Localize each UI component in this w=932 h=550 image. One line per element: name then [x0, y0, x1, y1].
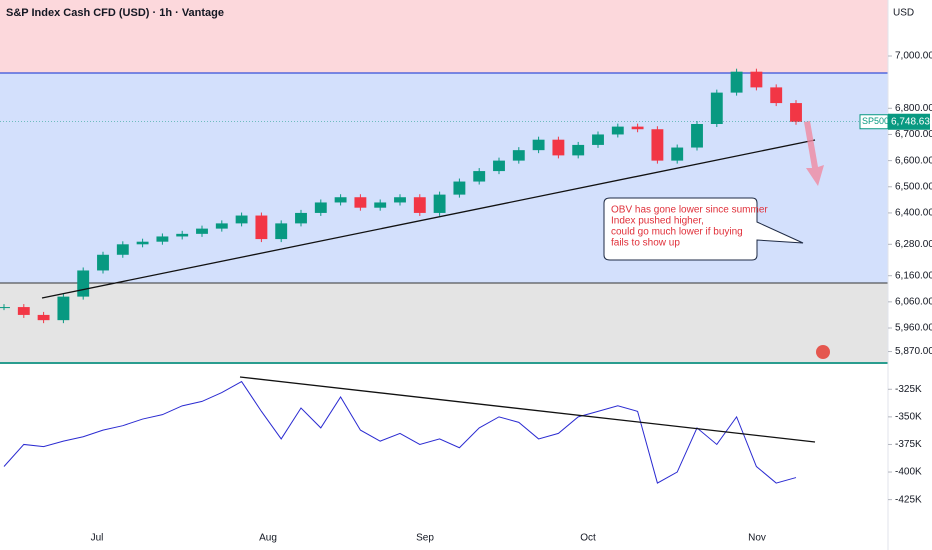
y-tick-label: -375K — [895, 439, 922, 450]
y-tick-label: 6,500.00 — [895, 181, 932, 192]
y-tick-label: 6,400.00 — [895, 208, 932, 219]
candle — [611, 126, 624, 135]
candle — [394, 197, 406, 203]
x-tick-label: Nov — [748, 533, 766, 544]
candle — [552, 139, 565, 156]
candle — [710, 92, 723, 124]
candle — [750, 71, 763, 88]
annotation-line: Index pushed higher, — [611, 216, 704, 227]
candle — [235, 215, 248, 224]
y-tick-label: 7,000.00 — [895, 51, 932, 62]
volume-zone — [0, 283, 888, 362]
callout — [603, 197, 804, 261]
y-tick-label: 5,870.00 — [895, 346, 932, 357]
trend-line — [41, 139, 816, 299]
currency: USD — [893, 8, 914, 19]
y-tick-label: -350K — [895, 412, 922, 423]
trend-line — [239, 376, 816, 443]
candle — [97, 254, 109, 271]
candle — [354, 197, 367, 208]
x-tick-label: Jul — [91, 533, 104, 544]
candle — [57, 296, 70, 321]
candle — [275, 223, 288, 240]
candle — [433, 194, 446, 213]
x-tick-label: Oct — [580, 533, 596, 544]
candle — [77, 270, 90, 297]
tag-name: SP500 — [862, 116, 889, 126]
candle — [592, 134, 604, 145]
candle — [691, 124, 703, 148]
candle — [17, 307, 30, 315]
y-tick-label: -325K — [895, 384, 922, 395]
candle — [255, 215, 268, 240]
candle — [37, 314, 50, 321]
candle — [156, 236, 169, 242]
chart-title: S&P Index Cash CFD (USD) · 1h · Vantage — [6, 7, 224, 19]
candle — [790, 103, 802, 122]
candle — [215, 223, 228, 229]
candle — [631, 126, 644, 130]
candle — [453, 181, 466, 195]
candle — [0, 307, 10, 309]
resistance-zone — [0, 0, 888, 73]
annotation-line: fails to show up — [611, 238, 680, 249]
candle — [532, 139, 545, 151]
candle — [334, 197, 347, 203]
down-arrow — [804, 121, 824, 186]
candle — [493, 160, 505, 172]
candle — [136, 241, 149, 245]
candle — [572, 144, 585, 156]
candle — [730, 71, 743, 93]
plot — [0, 68, 802, 484]
candle — [512, 150, 525, 161]
y-tick-label: 6,800.00 — [895, 103, 932, 114]
y-tick-label: 6,600.00 — [895, 155, 932, 166]
tag-value: 6,748.63 — [891, 116, 930, 127]
candle — [314, 202, 327, 213]
y-tick-label: 6,280.00 — [895, 239, 932, 250]
event-icon — [816, 345, 830, 359]
candle — [196, 228, 208, 234]
candle — [473, 171, 486, 182]
y-tick-label: 6,060.00 — [895, 296, 932, 307]
candle — [651, 129, 664, 161]
candle — [671, 147, 684, 161]
candle — [770, 87, 783, 104]
candle — [116, 244, 129, 255]
x-tick-label: Sep — [416, 533, 434, 544]
y-tick-label: 6,700.00 — [895, 129, 932, 140]
x-tick-label: Aug — [259, 533, 277, 544]
candle — [176, 233, 189, 237]
y-tick-label: -400K — [895, 467, 922, 478]
y-tick-label: 5,960.00 — [895, 323, 932, 334]
y-tick-label: -425K — [895, 494, 922, 505]
y-tick-label: 6,160.00 — [895, 270, 932, 281]
candle — [374, 202, 387, 208]
candle — [413, 197, 426, 213]
annotation-line: could go much lower if buying — [611, 227, 743, 238]
obv-line — [3, 380, 797, 484]
tag-value-bg — [888, 113, 930, 130]
annotation-line: OBV has gone lower since summer — [611, 205, 768, 216]
candle — [295, 212, 307, 224]
